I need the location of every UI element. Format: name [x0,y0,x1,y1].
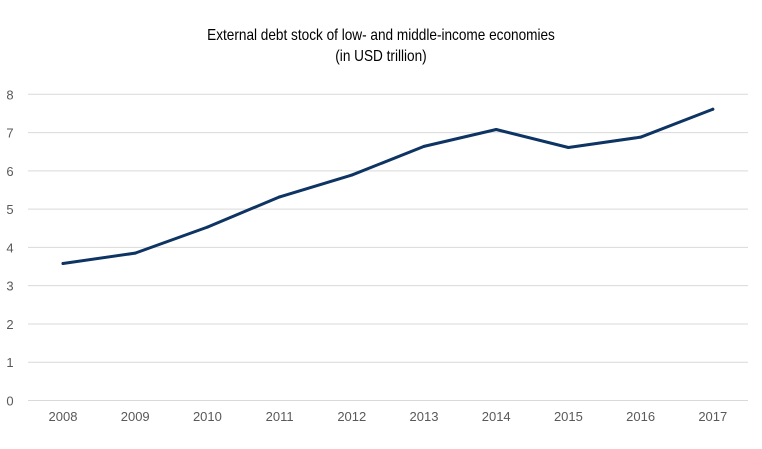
y-tick-label: 8 [6,87,13,102]
data-point [494,128,498,132]
x-tick-label: 2014 [482,409,511,424]
data-point [639,135,643,139]
data-point [278,195,282,199]
x-tick-label: 2016 [626,409,655,424]
data-point [422,144,426,148]
chart-title: External debt stock of low- and middle-i… [207,27,555,44]
data-point [133,251,137,255]
y-tick-label: 0 [6,394,13,409]
x-tick-label: 2013 [410,409,439,424]
x-tick-label: 2015 [554,409,583,424]
x-tick-label: 2009 [121,409,150,424]
x-tick-label: 2017 [698,409,727,424]
y-tick-label: 4 [6,240,13,255]
data-point [205,225,209,229]
series-line [61,107,715,265]
x-tick-label: 2012 [337,409,366,424]
x-tick-label: 2010 [193,409,222,424]
y-tick-label: 6 [6,164,13,179]
data-point [61,261,65,265]
chart-subtitle: (in USD trillion) [335,48,427,65]
x-tick-label: 2008 [49,409,78,424]
x-tick-label: 2011 [266,409,294,424]
y-tick-label: 1 [6,355,13,370]
data-point [566,146,570,150]
y-tick-label: 5 [6,202,13,217]
y-tick-label: 3 [6,279,13,294]
y-tick-label: 7 [6,126,13,141]
y-tick-label: 2 [6,317,13,332]
data-point [711,107,715,111]
data-point [350,173,354,177]
